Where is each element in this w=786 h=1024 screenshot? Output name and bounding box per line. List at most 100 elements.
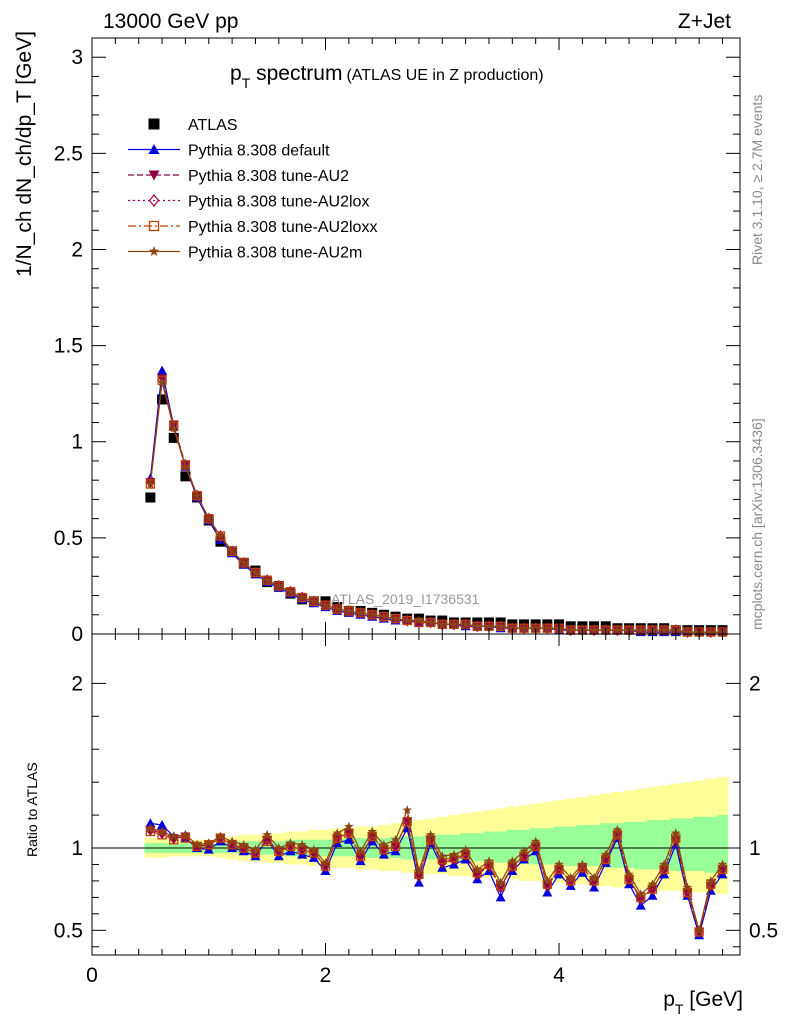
main-point xyxy=(250,567,261,577)
ratio-point xyxy=(250,844,261,854)
ratio-point xyxy=(542,875,553,885)
main-point xyxy=(168,420,179,433)
ratio-series-4 xyxy=(145,805,728,935)
x-tick-label: 2 xyxy=(320,964,332,987)
main-point xyxy=(215,529,226,542)
ratio-point xyxy=(227,836,237,846)
x-tick-label: 0 xyxy=(86,964,98,987)
main-point xyxy=(262,575,272,585)
ratio-point xyxy=(215,831,226,841)
main-point xyxy=(309,596,319,606)
ratio-point xyxy=(343,834,354,844)
main-point xyxy=(332,603,342,615)
main-point xyxy=(507,623,518,633)
legend-marker xyxy=(148,246,160,256)
main-point xyxy=(682,627,693,637)
main-point xyxy=(367,609,377,619)
main-point xyxy=(659,624,669,637)
ratio-point xyxy=(671,828,681,838)
main-point xyxy=(414,615,424,625)
ratio-point xyxy=(495,877,506,887)
ratio-point xyxy=(204,838,214,848)
ratio-point xyxy=(647,879,658,889)
ratio-point xyxy=(390,840,401,853)
main-point xyxy=(203,512,214,525)
x-axis-label: pT [GeV] xyxy=(663,988,743,1017)
ratio-point xyxy=(390,834,401,844)
legend-entry: Pythia 8.308 tune-AU2lox xyxy=(128,194,369,211)
ratio-point xyxy=(320,860,331,873)
watermark-analysis: ATLAS_2019_I1736531 xyxy=(331,591,480,607)
main-point xyxy=(542,622,553,635)
ratio-point xyxy=(530,836,541,846)
main-point xyxy=(157,377,167,387)
legend-marker xyxy=(148,144,160,154)
ratio-point xyxy=(542,887,553,897)
main-point xyxy=(589,624,599,637)
main-point xyxy=(145,479,156,489)
main-point xyxy=(425,617,436,627)
ratio-series xyxy=(145,805,728,940)
ratio-y-tick-label-right: 0.5 xyxy=(749,919,778,942)
ratio-point xyxy=(355,846,366,856)
main-point xyxy=(344,605,354,615)
ratio-point xyxy=(379,839,389,849)
ratio-point xyxy=(682,882,693,892)
y-tick-label: 2 xyxy=(71,238,83,261)
main-point xyxy=(449,619,459,629)
header-right: Z+Jet xyxy=(678,10,731,33)
main-point xyxy=(449,618,459,631)
legend-marker xyxy=(148,170,160,181)
ratio-frame xyxy=(91,633,741,956)
legend-label: Pythia 8.308 tune-AU2 xyxy=(188,168,349,185)
ratio-point xyxy=(157,826,167,836)
ratio-point xyxy=(671,833,681,846)
ratio-point xyxy=(636,889,646,899)
ratio-point xyxy=(600,849,611,859)
legend-label: Pythia 8.308 tune-AU2loxx xyxy=(188,219,377,236)
ratio-point xyxy=(309,846,319,859)
main-point xyxy=(542,623,553,633)
main-point xyxy=(180,471,191,482)
ratio-point xyxy=(460,844,471,854)
ratio-point xyxy=(437,851,448,861)
ratio-point xyxy=(344,821,354,831)
ratio-point xyxy=(367,826,377,836)
main-point xyxy=(484,621,494,631)
ratio-y-tick-label: 1 xyxy=(71,837,83,860)
ratio-y-tick-label-right: 2 xyxy=(749,672,761,695)
ratio-point xyxy=(565,872,576,882)
main-point xyxy=(495,620,506,633)
legend-entry: Pythia 8.308 tune-AU2loxx xyxy=(128,219,377,236)
main-point xyxy=(297,592,307,602)
main-point xyxy=(192,490,202,500)
main-point xyxy=(180,461,191,471)
main-point xyxy=(285,586,296,596)
main-point xyxy=(390,612,401,625)
ratio-point xyxy=(554,859,564,869)
main-point xyxy=(706,626,716,639)
ratio-point xyxy=(309,844,319,854)
main-point xyxy=(157,365,168,375)
ratio-point xyxy=(659,859,669,869)
y-axis-label-main: 1/N_ch dN_ch/dp_T [GeV] xyxy=(13,31,36,277)
ratio-point xyxy=(612,824,623,834)
ratio-point xyxy=(402,805,412,815)
main-point xyxy=(659,625,669,635)
ratio-point xyxy=(694,925,704,935)
main-point xyxy=(706,627,716,637)
main-point xyxy=(227,546,237,556)
main-point xyxy=(145,492,156,503)
ratio-point xyxy=(250,846,261,859)
ratio-point xyxy=(472,864,483,874)
ratio-point xyxy=(589,874,599,887)
ratio-y-tick-label: 2 xyxy=(71,672,83,695)
main-point xyxy=(460,619,471,629)
axes: 0 2 400.511.522.530.5 0.51 12 2 xyxy=(54,37,778,987)
main-point xyxy=(239,556,249,569)
y-tick-label: 0.5 xyxy=(54,527,83,550)
ratio-point xyxy=(635,900,646,910)
main-point xyxy=(379,611,389,621)
ratio-point xyxy=(157,819,168,829)
main-point xyxy=(495,621,506,631)
